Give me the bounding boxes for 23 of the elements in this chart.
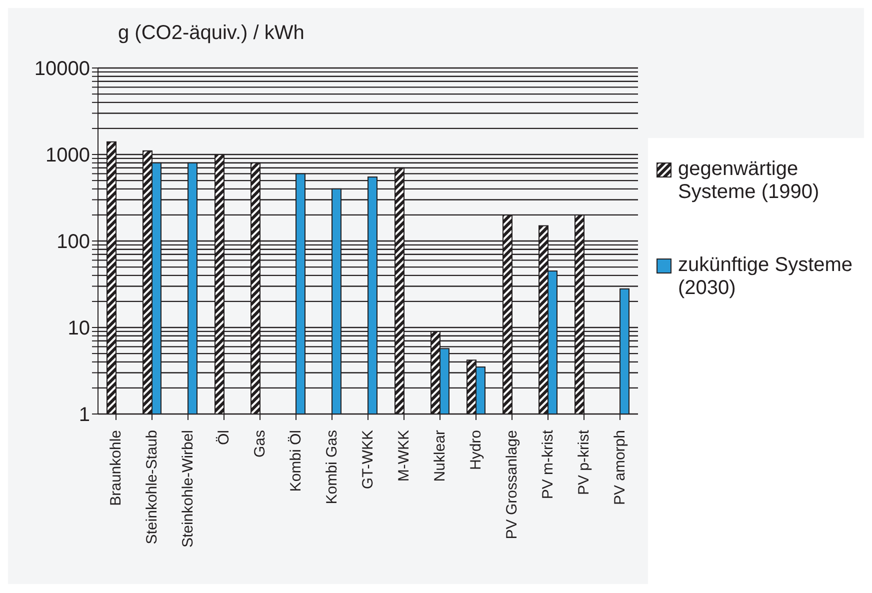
x-tick-label: Steinkohle-Wirbel xyxy=(180,430,196,548)
y-axis-title: g (CO2-äquiv.) / kWh xyxy=(118,22,304,45)
x-tick-label: Nuklear xyxy=(432,430,448,482)
x-tick-label: GT-WKK xyxy=(360,430,376,490)
x-tick-label: Braunkohle xyxy=(108,430,124,506)
x-tick-label: PV m-krist xyxy=(540,429,556,500)
x-tick-label: PV Grossanlage xyxy=(504,430,520,540)
y-tick-label: 1 xyxy=(78,404,90,426)
y-tick-label: 10000 xyxy=(34,58,90,80)
x-tick-label: M-WKK xyxy=(396,430,412,482)
x-tick-label: PV amorph xyxy=(612,430,628,506)
legend-label: zukünftige Systeme (2030) xyxy=(678,254,854,300)
y-tick-label: 1000 xyxy=(46,144,90,167)
y-tick-label: 100 xyxy=(56,231,90,254)
x-tick-label: Öl xyxy=(216,430,232,445)
x-tick-label: PV p-krist xyxy=(576,429,592,496)
x-tick-label: Kombi Gas xyxy=(324,430,340,504)
y-tick-label: 10 xyxy=(68,318,90,340)
x-tick-label: Kombi Öl xyxy=(288,430,304,492)
legend-label: gegenwärtige Systeme (1990) xyxy=(678,158,820,204)
x-tick-label: Steinkohle-Staub xyxy=(144,430,160,544)
x-tick-label: Gas xyxy=(252,430,268,458)
x-tick-label: Hydro xyxy=(468,430,484,470)
